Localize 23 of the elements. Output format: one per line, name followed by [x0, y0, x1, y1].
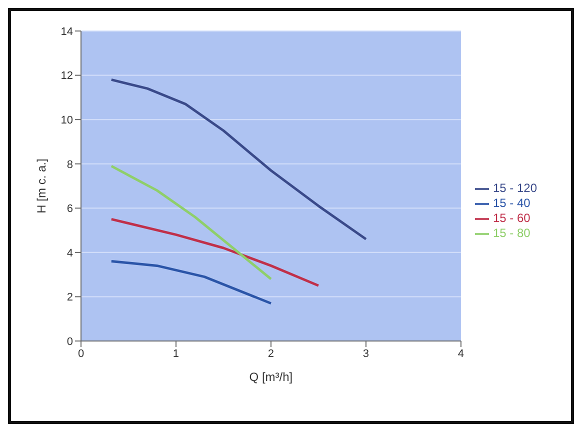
legend-label: 15 - 40 — [492, 196, 530, 210]
x-tick-label: 0 — [78, 348, 84, 360]
y-tick-label: 6 — [66, 203, 73, 216]
x-tick-label: 1 — [172, 348, 180, 360]
y-tick-label: 8 — [66, 158, 73, 171]
y-tick-label: 10 — [60, 114, 73, 126]
legend-label: 15 - 120 — [492, 181, 537, 196]
x-axis-title: Q [m³/h] — [249, 370, 293, 384]
legend-label: 15 - 80 — [492, 226, 530, 240]
legend-label: 15 - 60 — [492, 211, 530, 225]
y-tick-label: 14 — [60, 26, 73, 38]
line-series — [110, 164, 272, 280]
x-tick-label: 2 — [268, 348, 274, 360]
x-tick-label: 4 — [458, 348, 464, 360]
line-series — [110, 260, 272, 305]
y-tick-label: 0 — [66, 336, 73, 348]
y-axis-title: H [m c. a.] — [34, 158, 48, 214]
line-series — [110, 78, 368, 240]
line-series — [110, 218, 320, 287]
y-tick-label: 4 — [66, 247, 73, 260]
x-tick-label: 3 — [362, 348, 370, 360]
y-tick-label: 12 — [60, 70, 73, 82]
y-tick-label: 2 — [66, 292, 73, 304]
